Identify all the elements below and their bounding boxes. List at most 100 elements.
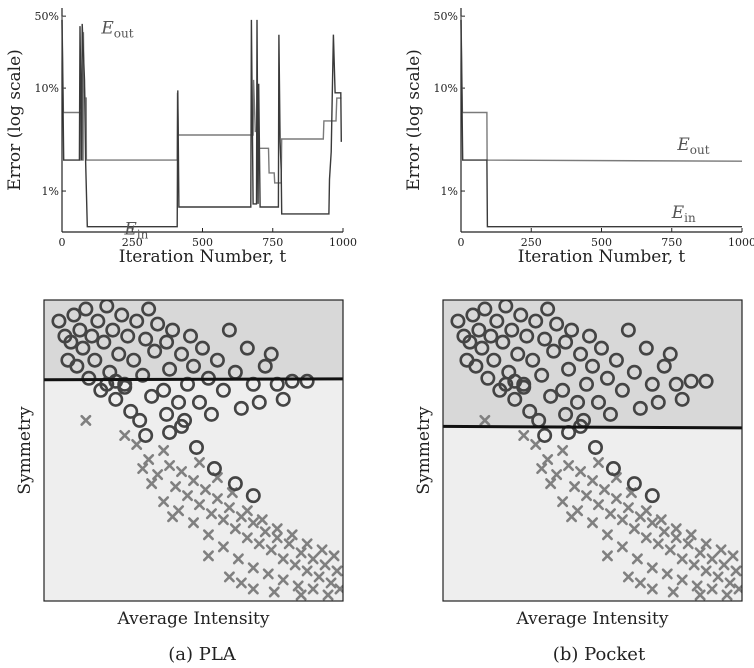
scatter-point-o xyxy=(63,334,79,350)
scatter-point-o xyxy=(537,331,553,347)
scatter-point-x xyxy=(152,469,164,481)
scatter-point-o xyxy=(245,488,261,504)
scatter-point-o xyxy=(129,313,145,329)
scatter-point-o xyxy=(215,382,231,398)
scatter-point-x xyxy=(241,532,253,544)
scatter-point-x xyxy=(658,526,670,538)
scatter-point-x xyxy=(283,538,295,550)
scatter-point-o xyxy=(632,400,648,416)
scatter-point-x xyxy=(158,445,170,456)
x-tick-label: 750 xyxy=(661,236,682,249)
scatter-point-o xyxy=(105,322,121,338)
scatter-point-x xyxy=(167,511,179,523)
scatter-point-x xyxy=(518,429,530,441)
scatter-point-o xyxy=(465,307,481,323)
scatter-point-x xyxy=(604,508,616,520)
scatter-point-x xyxy=(694,547,706,559)
scatter-point-x xyxy=(640,505,652,517)
scatter-point-x xyxy=(322,589,334,601)
x-tick-label: 500 xyxy=(591,236,612,249)
scatter-point-x xyxy=(557,496,569,508)
scatter-point-o xyxy=(495,334,511,350)
scatter-point-x xyxy=(712,571,724,583)
scatter-point-o xyxy=(141,301,157,317)
scatter-point-o xyxy=(450,313,466,329)
scatter-point-x xyxy=(688,559,700,571)
scatter-point-x xyxy=(143,454,155,466)
scatter-point-x xyxy=(217,514,229,526)
scatter-point-o xyxy=(644,376,660,392)
scatter-point-x xyxy=(551,469,563,481)
scatter-point-x xyxy=(628,523,640,535)
curve-label-eout: Eout xyxy=(100,18,133,40)
scatter-point-o xyxy=(194,340,210,356)
scatter-point-x xyxy=(646,517,658,529)
scatter-point-x xyxy=(616,514,628,526)
scatter-point-o xyxy=(549,316,565,332)
scatter-point-o xyxy=(66,307,82,323)
scatter-point-x xyxy=(211,493,223,505)
scatter-point-x xyxy=(682,538,694,550)
scatter-point-o xyxy=(75,340,91,356)
scatter-point-x xyxy=(715,544,727,556)
scatter-point-o xyxy=(78,301,94,317)
y-tick-label: 50% xyxy=(35,10,59,23)
scatter-point-x xyxy=(664,544,676,556)
scatter-point-x xyxy=(295,547,307,559)
scatter-point-o xyxy=(498,300,514,314)
scatter-point-x xyxy=(601,550,613,562)
scatter-point-x xyxy=(545,478,557,490)
scatter-point-o xyxy=(504,322,520,338)
scatter-point-o xyxy=(191,394,207,410)
scatter-point-x xyxy=(667,586,679,598)
scatter-point-x xyxy=(176,466,188,478)
scatter-point-x xyxy=(676,574,688,586)
scatter-point-o xyxy=(51,313,67,329)
scatter-point-x xyxy=(182,490,194,502)
scatter-point-o xyxy=(147,343,163,359)
scatter-point-x xyxy=(199,484,211,496)
scatter-point-x xyxy=(640,532,652,544)
scatter-point-x xyxy=(292,580,304,592)
scatter-point-x xyxy=(706,583,718,595)
scatter-point-o xyxy=(123,403,139,419)
scatter-point-o xyxy=(177,412,193,428)
scatter-point-o xyxy=(486,352,502,368)
scatter-point-o xyxy=(638,340,654,356)
scatter-point-o xyxy=(698,373,714,389)
pla-scatter-chart: Average Intensity Symmetry xyxy=(15,299,344,629)
scatter-point-x xyxy=(530,438,542,450)
pocket-scatter-chart: Average Intensity Symmetry xyxy=(414,299,743,629)
scatter-point-x xyxy=(170,481,182,493)
curve-label-ein: Ein xyxy=(671,203,696,225)
curve-label-symbol: E xyxy=(100,18,114,38)
scatter-point-o xyxy=(174,346,190,362)
scatter-point-x xyxy=(205,508,217,520)
scatter-point-x xyxy=(610,493,622,505)
scatter-point-o xyxy=(534,367,550,383)
x-axis-label: Average Intensity xyxy=(117,609,270,629)
y-axis-label: Error (log scale) xyxy=(5,49,25,191)
scatter-point-x xyxy=(158,496,170,508)
scatter-point-x xyxy=(313,571,325,583)
decision-boundary-line xyxy=(442,424,743,430)
scatter-point-x xyxy=(146,478,158,490)
scatter-point-x xyxy=(325,577,337,589)
scatter-point-o xyxy=(474,340,490,356)
region-above xyxy=(44,300,343,380)
curve-label-subscript: in xyxy=(684,211,696,225)
scatter-point-o xyxy=(108,373,124,389)
y-axis-label: Symmetry xyxy=(15,406,35,495)
scatter-point-x xyxy=(479,414,491,426)
scatter-point-x xyxy=(265,544,277,556)
curve-label-subscript: in xyxy=(137,227,149,241)
scatter-point-o xyxy=(111,346,127,362)
scatter-point-o xyxy=(561,361,577,377)
scatter-point-o xyxy=(644,488,660,504)
scatter-point-x xyxy=(575,466,587,478)
scatter-point-o xyxy=(579,376,595,392)
scatter-point-o xyxy=(120,328,136,344)
scatter-point-x xyxy=(652,538,664,550)
y-tick-label: 1% xyxy=(42,185,59,198)
curve-label-subscript: out xyxy=(114,26,134,40)
